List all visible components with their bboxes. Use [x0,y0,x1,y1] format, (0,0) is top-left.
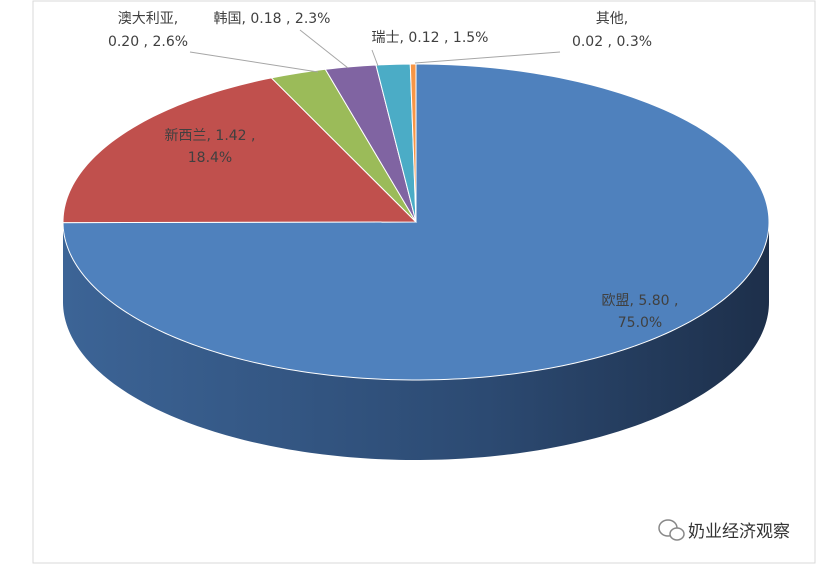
percentage-label: 0.3% [616,34,652,50]
percentage-label: 18.4% [188,150,232,166]
data-label: 瑞士, 0.12 , 1.5% [371,30,488,46]
data-label: 其他, [596,11,628,27]
label-separator: , [440,30,453,46]
label-separator: , [670,293,679,309]
label-name: 瑞士 [371,30,399,46]
value-label: 1.42 [215,128,246,144]
leader-line [189,51,319,73]
slice-side [63,222,769,460]
label-separator: , [603,34,616,50]
slice [324,64,417,223]
label-separator: , [207,128,216,144]
data-label: 75.0% [618,315,662,331]
label-separator: , [630,293,639,309]
data-label: 18.4% [188,150,232,166]
data-label: 新西兰, 1.42 , [165,128,256,144]
label-name: 澳大利亚 [118,11,174,27]
label-separator: , [624,11,628,27]
watermark-text: 奶业经济观察 [688,522,790,542]
data-label: 韩国, 0.18 , 2.3% [213,11,330,27]
label-separator: , [174,11,178,27]
slice [409,63,417,223]
data-label: 欧盟, 5.80 , [602,293,679,309]
data-label: 0.20 , 2.6% [108,34,188,50]
leader-line [414,51,561,64]
watermark: 奶业经济观察 [658,519,790,542]
percentage-label: 1.5% [453,30,489,46]
watermark-icon [669,527,685,541]
value-label: 0.02 [572,34,603,50]
label-separator: , [247,128,256,144]
value-label: 0.20 [108,34,139,50]
label-separator: , [241,11,250,27]
label-name: 新西兰 [165,128,207,144]
value-label: 0.18 [250,11,281,27]
value-label: 5.80 [638,293,669,309]
data-label: 澳大利亚, [118,11,178,27]
slice [270,68,417,223]
percentage-label: 2.3% [295,11,331,27]
label-name: 韩国 [213,11,241,27]
label-name: 其他 [596,11,624,27]
percentage-label: 2.6% [152,34,188,50]
percentage-label: 75.0% [618,315,662,331]
label-separator: , [139,34,152,50]
label-separator: , [282,11,295,27]
label-name: 欧盟 [602,293,630,309]
leader-line [299,29,349,69]
label-separator: , [399,30,408,46]
leader-line [371,49,379,67]
slice [62,77,418,224]
chart-frame [32,0,816,564]
data-label: 0.02 , 0.3% [572,34,652,50]
value-label: 0.12 [408,30,439,46]
